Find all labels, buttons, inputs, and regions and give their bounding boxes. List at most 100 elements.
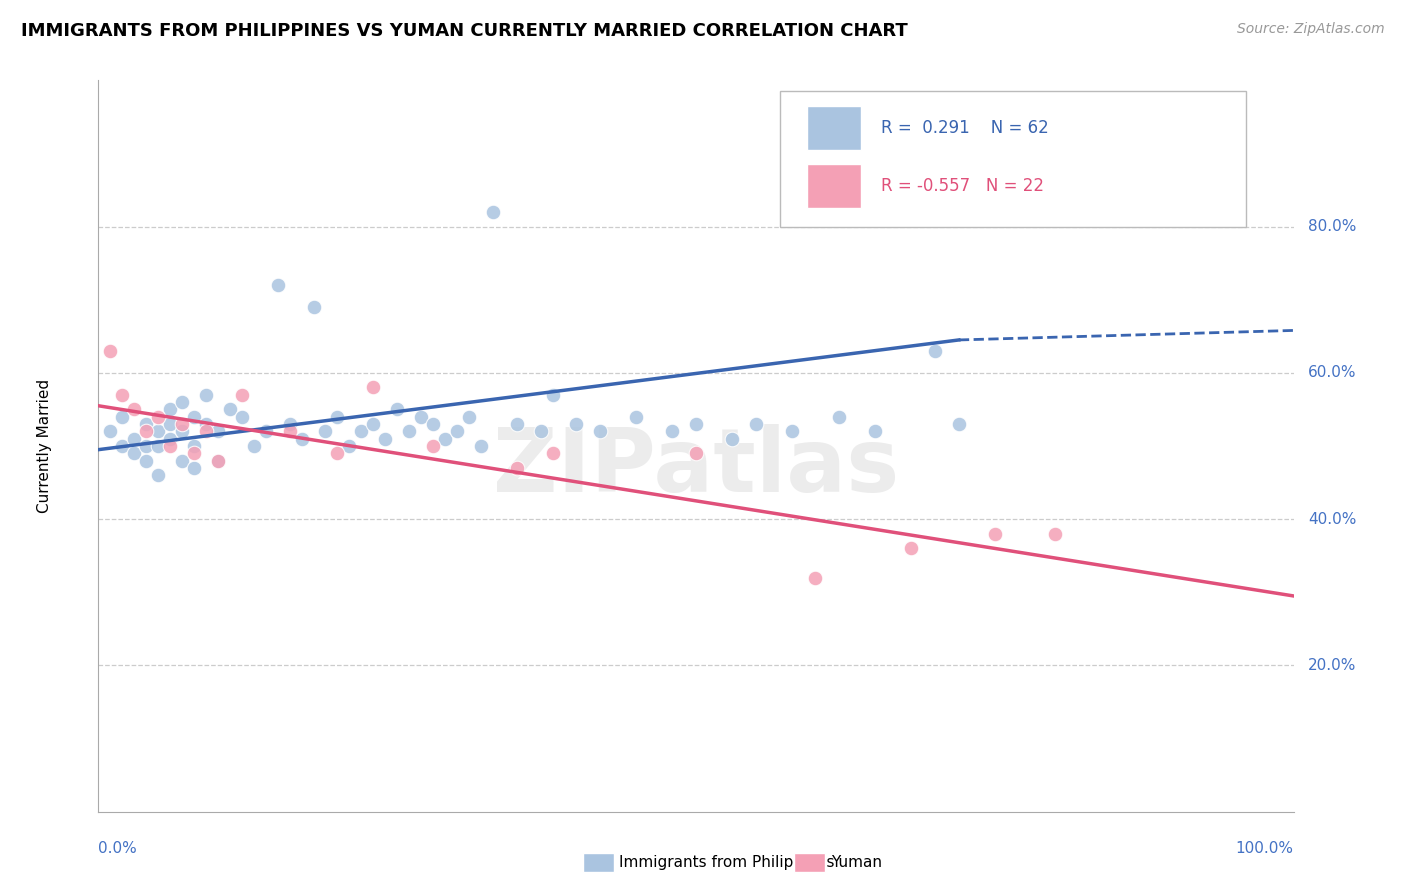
Point [183, 409, 205, 424]
Text: ZIPatlas: ZIPatlas [494, 425, 898, 511]
Point [804, 571, 827, 585]
Bar [807, 106, 860, 150]
Point [243, 439, 266, 453]
Point [422, 439, 444, 453]
Point [111, 409, 134, 424]
Point [339, 439, 361, 453]
Point [411, 409, 433, 424]
Point [541, 388, 564, 402]
Point [195, 388, 218, 402]
Text: 40.0%: 40.0% [1308, 512, 1357, 526]
Point [326, 409, 349, 424]
Text: Yuman: Yuman [831, 855, 882, 870]
Point [195, 417, 218, 431]
Point [159, 432, 181, 446]
Point [589, 425, 612, 439]
Point [231, 409, 253, 424]
Point [207, 453, 229, 467]
Point [685, 446, 707, 460]
Point [565, 417, 588, 431]
Point [98, 343, 122, 358]
Text: Source: ZipAtlas.com: Source: ZipAtlas.com [1237, 22, 1385, 37]
Point [159, 417, 181, 431]
Point [541, 446, 564, 460]
Point [135, 439, 157, 453]
Point [422, 417, 444, 431]
Point [302, 300, 325, 314]
Text: 60.0%: 60.0% [1308, 366, 1357, 380]
Point [745, 417, 768, 431]
FancyBboxPatch shape [779, 91, 1246, 227]
Point [254, 425, 277, 439]
Point [291, 432, 314, 446]
Point [434, 432, 457, 446]
Point [231, 388, 253, 402]
Point [828, 409, 851, 424]
Point [984, 526, 1007, 541]
Point [948, 417, 970, 431]
Point [363, 417, 385, 431]
Point [135, 417, 157, 431]
Text: R = -0.557   N = 22: R = -0.557 N = 22 [882, 178, 1045, 195]
Point [148, 439, 170, 453]
Text: Currently Married: Currently Married [37, 379, 52, 513]
Point [135, 453, 157, 467]
Point [183, 446, 205, 460]
Text: 20.0%: 20.0% [1308, 658, 1357, 673]
Point [350, 425, 373, 439]
Point [172, 417, 194, 431]
Point [124, 432, 146, 446]
Point [111, 388, 134, 402]
Point [219, 402, 242, 417]
Point [124, 446, 146, 460]
Point [207, 453, 229, 467]
Point [172, 425, 194, 439]
Point [865, 425, 887, 439]
Text: R =  0.291    N = 62: R = 0.291 N = 62 [882, 119, 1049, 136]
Point [506, 461, 529, 475]
Point [183, 461, 205, 475]
Point [385, 402, 409, 417]
Text: Immigrants from Philippines: Immigrants from Philippines [619, 855, 834, 870]
Bar [807, 164, 860, 209]
Point [1043, 526, 1066, 541]
Point [98, 425, 122, 439]
Point [148, 468, 170, 483]
Point [363, 380, 385, 394]
Point [446, 425, 468, 439]
Text: 80.0%: 80.0% [1308, 219, 1357, 234]
Text: 0.0%: 0.0% [98, 841, 138, 856]
Point [481, 205, 505, 219]
Point [530, 425, 553, 439]
Point [111, 439, 134, 453]
Point [183, 439, 205, 453]
Point [458, 409, 481, 424]
Point [506, 417, 529, 431]
Point [124, 402, 146, 417]
Point [195, 425, 218, 439]
Point [661, 425, 683, 439]
Point [780, 425, 803, 439]
Point [470, 439, 492, 453]
Point [398, 425, 420, 439]
Point [685, 417, 707, 431]
Point [148, 409, 170, 424]
Point [148, 425, 170, 439]
Text: IMMIGRANTS FROM PHILIPPINES VS YUMAN CURRENTLY MARRIED CORRELATION CHART: IMMIGRANTS FROM PHILIPPINES VS YUMAN CUR… [21, 22, 908, 40]
Point [172, 395, 194, 409]
Point [278, 425, 301, 439]
Point [159, 439, 181, 453]
Point [374, 432, 396, 446]
Point [626, 409, 648, 424]
Point [267, 278, 290, 293]
Point [315, 425, 337, 439]
Point [172, 453, 194, 467]
Point [721, 432, 744, 446]
Point [900, 541, 922, 556]
Point [207, 425, 229, 439]
Point [924, 343, 946, 358]
Point [278, 417, 301, 431]
Point [159, 402, 181, 417]
Point [135, 425, 157, 439]
Point [326, 446, 349, 460]
